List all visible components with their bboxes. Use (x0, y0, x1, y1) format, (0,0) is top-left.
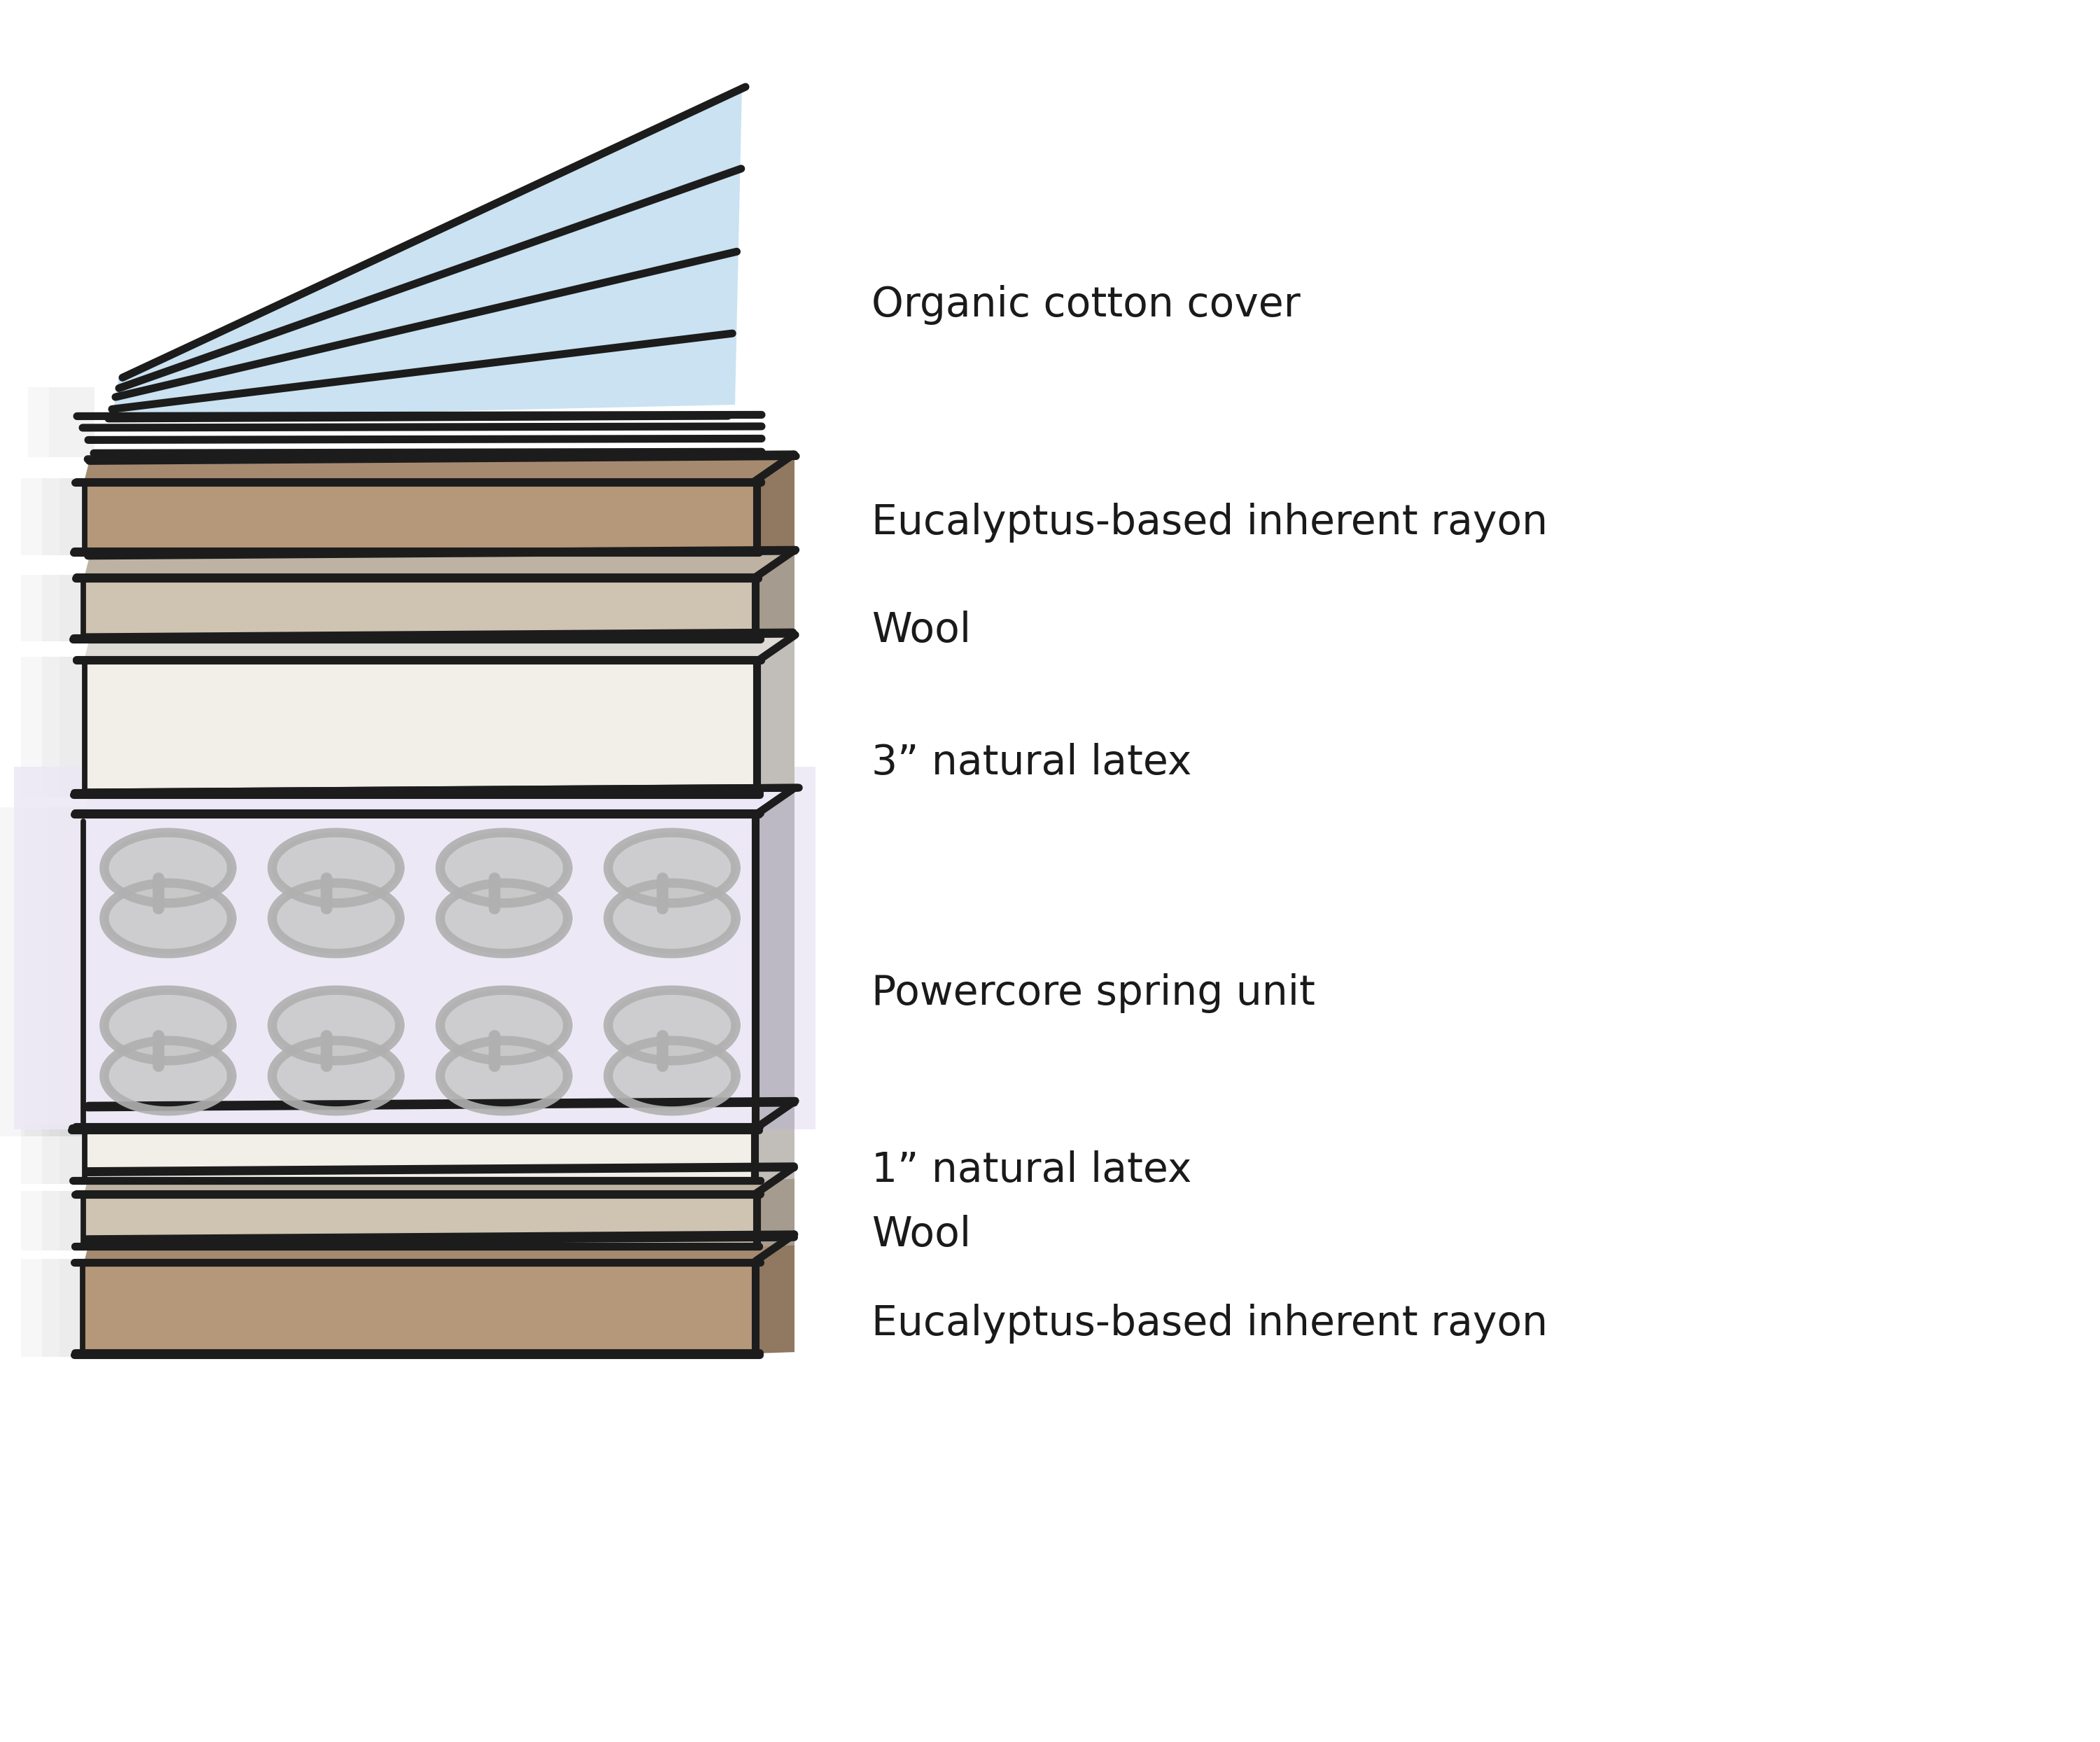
Polygon shape (756, 634, 794, 793)
Polygon shape (42, 1190, 94, 1251)
Polygon shape (609, 883, 735, 953)
Polygon shape (105, 989, 231, 1061)
Polygon shape (84, 483, 756, 552)
Text: Eucalyptus-based inherent rayon: Eucalyptus-based inherent rayon (872, 503, 1548, 542)
Polygon shape (84, 1101, 794, 1127)
Polygon shape (84, 634, 794, 660)
Polygon shape (21, 1124, 94, 1183)
Polygon shape (42, 479, 94, 556)
Text: 3” natural latex: 3” natural latex (872, 744, 1191, 782)
Polygon shape (27, 387, 94, 456)
Polygon shape (84, 660, 756, 793)
Polygon shape (273, 833, 399, 902)
Polygon shape (84, 1193, 756, 1247)
Polygon shape (25, 807, 99, 1136)
Polygon shape (756, 455, 794, 552)
Polygon shape (105, 833, 231, 902)
Polygon shape (756, 1235, 794, 1354)
Polygon shape (21, 1259, 94, 1357)
Polygon shape (756, 552, 794, 638)
Text: Wool: Wool (872, 1216, 970, 1254)
Polygon shape (441, 883, 567, 953)
Polygon shape (105, 1040, 231, 1111)
Polygon shape (105, 883, 231, 953)
Polygon shape (84, 787, 794, 814)
Polygon shape (756, 1167, 794, 1247)
Polygon shape (21, 479, 94, 556)
Polygon shape (609, 989, 735, 1061)
Text: Wool: Wool (872, 611, 970, 650)
Polygon shape (84, 1167, 794, 1193)
Polygon shape (42, 575, 94, 641)
Polygon shape (15, 766, 815, 1129)
Text: Powercore spring unit: Powercore spring unit (872, 974, 1315, 1012)
Polygon shape (21, 1190, 94, 1251)
Text: Eucalyptus-based inherent rayon: Eucalyptus-based inherent rayon (872, 1305, 1548, 1343)
Polygon shape (441, 833, 567, 902)
Polygon shape (84, 1235, 794, 1263)
Polygon shape (111, 85, 741, 418)
Polygon shape (609, 1040, 735, 1111)
Polygon shape (609, 833, 735, 902)
Polygon shape (21, 657, 94, 796)
Polygon shape (273, 1040, 399, 1111)
Polygon shape (84, 455, 794, 483)
Polygon shape (84, 578, 756, 638)
Polygon shape (42, 1259, 94, 1357)
Polygon shape (42, 657, 94, 796)
Polygon shape (441, 1040, 567, 1111)
Polygon shape (0, 807, 99, 1136)
Text: 1” natural latex: 1” natural latex (872, 1151, 1191, 1190)
Polygon shape (84, 552, 794, 578)
Polygon shape (84, 814, 756, 1129)
Polygon shape (273, 989, 399, 1061)
Polygon shape (84, 1263, 756, 1354)
Polygon shape (84, 1127, 756, 1179)
Polygon shape (273, 883, 399, 953)
Polygon shape (21, 575, 94, 641)
Polygon shape (42, 1124, 94, 1183)
Text: Organic cotton cover: Organic cotton cover (872, 286, 1300, 324)
Polygon shape (441, 989, 567, 1061)
Polygon shape (756, 787, 794, 1129)
Polygon shape (756, 1101, 794, 1179)
